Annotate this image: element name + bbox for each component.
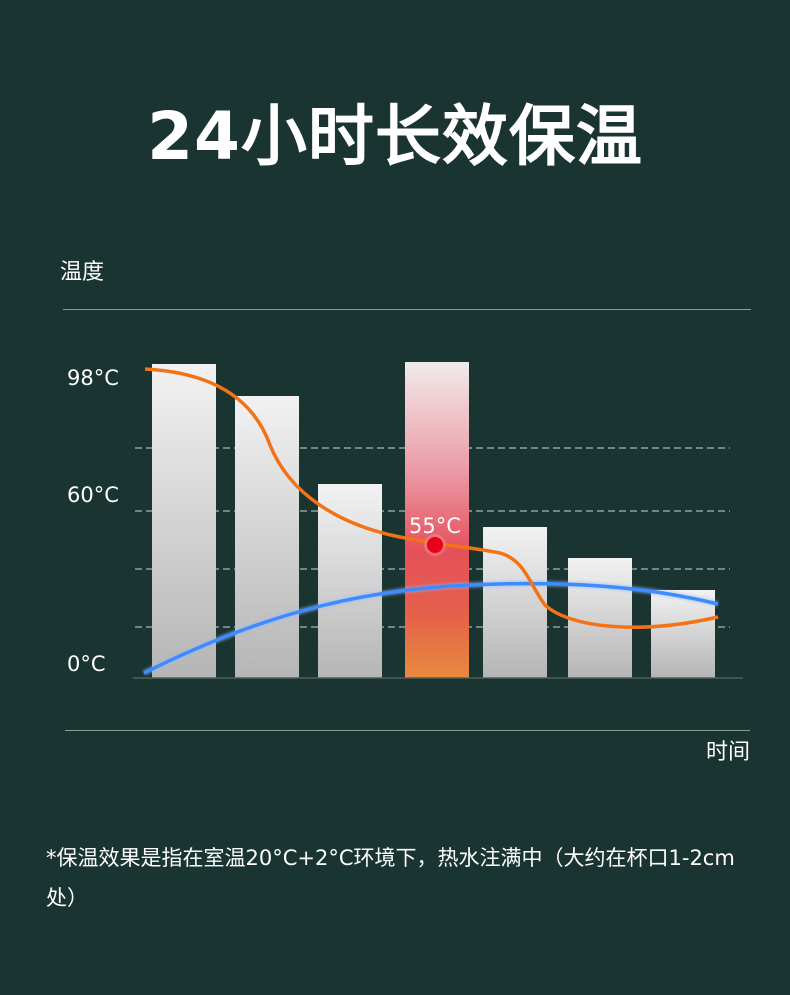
highlight-dot <box>427 537 443 553</box>
bar-1 <box>152 364 216 678</box>
bar-4-highlight <box>405 362 469 678</box>
bars <box>152 362 715 678</box>
blue-curve <box>143 581 719 675</box>
y-tick-98: 98°C <box>67 366 119 390</box>
y-tick-0: 0°C <box>67 652 106 676</box>
top-divider <box>63 309 751 310</box>
x-axis-label: 时间 <box>705 740 750 765</box>
footnote: *保温效果是指在室温20°C+2°C环境下，热水注满中（大约在杯口1-2cm处） <box>46 846 735 910</box>
bar-5 <box>483 527 547 678</box>
bottom-divider <box>65 730 750 731</box>
highlight-value: 55°C <box>409 514 461 538</box>
bar-3 <box>318 484 382 678</box>
bar-6 <box>568 558 632 678</box>
y-tick-60: 60°C <box>67 483 119 507</box>
y-axis-label: 温度 <box>60 260 105 285</box>
page-title: 24小时长效保温 <box>147 98 643 175</box>
bar-7 <box>651 590 715 678</box>
